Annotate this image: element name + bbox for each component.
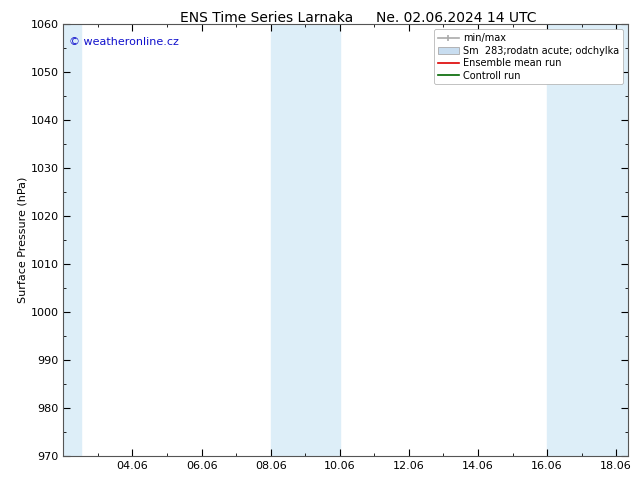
Legend: min/max, Sm  283;rodatn acute; odchylka, Ensemble mean run, Controll run: min/max, Sm 283;rodatn acute; odchylka, …	[434, 29, 623, 84]
Text: Ne. 02.06.2024 14 UTC: Ne. 02.06.2024 14 UTC	[376, 11, 537, 25]
Bar	[271, 24, 340, 456]
Bar	[547, 24, 628, 456]
Y-axis label: Surface Pressure (hPa): Surface Pressure (hPa)	[18, 177, 28, 303]
Bar	[63, 24, 81, 456]
Text: ENS Time Series Larnaka: ENS Time Series Larnaka	[179, 11, 353, 25]
Text: © weatheronline.cz: © weatheronline.cz	[69, 37, 179, 48]
